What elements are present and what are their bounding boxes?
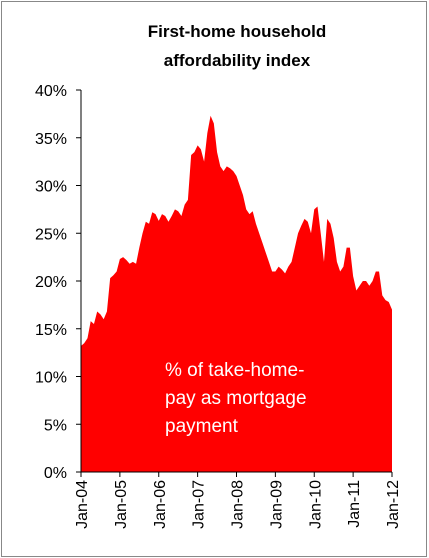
y-tick-label: 10% <box>35 370 67 387</box>
annotation: payment <box>165 416 239 437</box>
area <box>81 115 392 472</box>
x-tick-label: Jan-11 <box>346 480 363 528</box>
y-tick-label: 25% <box>35 226 67 243</box>
y-tick-label: 20% <box>35 274 67 291</box>
chart-title: affordability index <box>164 51 311 70</box>
x-tick-label: Jan-10 <box>307 480 324 529</box>
annotation: % of take-home- <box>165 360 304 381</box>
y-tick-label: 30% <box>35 179 67 196</box>
chart-title: First-home household <box>148 22 327 41</box>
x-tick-label: Jan-05 <box>113 480 130 529</box>
x-tick-label: Jan-07 <box>191 480 208 529</box>
annotation: pay as mortgage <box>165 388 307 409</box>
x-tick-label: Jan-06 <box>152 480 169 529</box>
y-tick-label: 15% <box>35 322 67 339</box>
x-tick-label: Jan-12 <box>385 480 402 529</box>
y-tick-label: 5% <box>44 417 67 434</box>
x-tick-label: Jan-08 <box>230 480 247 529</box>
x-tick-label: Jan-04 <box>74 480 91 529</box>
y-tick-label: 0% <box>44 465 67 482</box>
y-tick-label: 35% <box>35 131 67 148</box>
x-tick-label: Jan-09 <box>268 480 285 529</box>
y-tick-label: 40% <box>35 83 67 100</box>
